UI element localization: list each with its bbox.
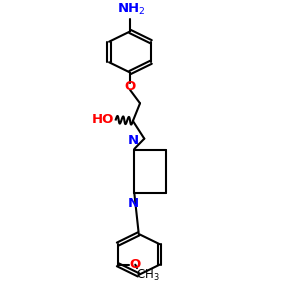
Text: HO: HO <box>92 113 114 126</box>
Text: O: O <box>130 258 141 271</box>
Text: CH$_3$: CH$_3$ <box>136 268 160 283</box>
Text: N: N <box>127 196 139 209</box>
Text: N: N <box>127 134 139 147</box>
Text: O: O <box>124 80 136 93</box>
Text: NH$_2$: NH$_2$ <box>117 2 146 17</box>
